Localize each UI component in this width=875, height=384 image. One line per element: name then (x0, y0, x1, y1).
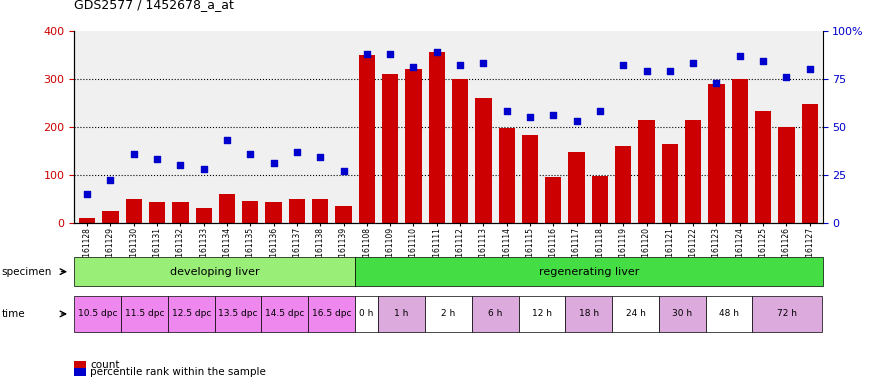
Text: 24 h: 24 h (626, 310, 646, 318)
Text: regenerating liver: regenerating liver (538, 266, 639, 277)
Text: specimen: specimen (2, 266, 52, 277)
Bar (475, 98, 492, 223)
Point (756, 58, 770, 65)
Point (616, 62, 630, 68)
Text: 6 h: 6 h (488, 310, 502, 318)
Bar (382, 74, 398, 223)
Text: 14.5 dpc: 14.5 dpc (265, 310, 304, 318)
Point (430, 49, 444, 55)
Bar (778, 127, 794, 223)
Point (173, 162, 187, 168)
Bar (219, 194, 235, 223)
Text: 2 h: 2 h (441, 310, 456, 318)
Point (313, 154, 327, 161)
Point (80, 191, 94, 197)
Point (360, 51, 374, 57)
Point (383, 51, 397, 57)
Point (127, 151, 141, 157)
Point (243, 151, 257, 157)
Bar (755, 111, 771, 223)
Point (500, 108, 514, 114)
Point (197, 166, 211, 172)
Bar (196, 208, 212, 223)
Point (220, 137, 234, 143)
Bar (685, 119, 701, 223)
Bar (708, 84, 724, 223)
Bar (732, 79, 748, 223)
Text: 12.5 dpc: 12.5 dpc (172, 310, 211, 318)
Bar (405, 69, 422, 223)
Point (780, 74, 794, 80)
Bar (569, 152, 584, 223)
Text: count: count (90, 360, 120, 370)
Bar (615, 146, 632, 223)
Point (337, 168, 351, 174)
Text: 13.5 dpc: 13.5 dpc (218, 310, 258, 318)
Bar (102, 211, 119, 223)
Text: 72 h: 72 h (777, 310, 797, 318)
Point (453, 62, 467, 68)
Point (732, 53, 746, 59)
Bar (802, 104, 818, 223)
Text: 0 h: 0 h (360, 310, 374, 318)
Text: developing liver: developing liver (170, 266, 260, 277)
Text: time: time (2, 309, 25, 319)
Point (407, 64, 421, 70)
Point (267, 160, 281, 166)
Bar (499, 128, 514, 223)
Bar (126, 199, 142, 223)
Bar (172, 202, 189, 223)
Bar (545, 177, 562, 223)
Point (523, 114, 537, 120)
Point (476, 60, 490, 66)
Point (290, 149, 304, 155)
Bar (522, 136, 538, 223)
Bar (429, 52, 445, 223)
Bar (592, 176, 608, 223)
Bar (662, 144, 678, 223)
Text: 16.5 dpc: 16.5 dpc (312, 310, 351, 318)
Bar (289, 199, 305, 223)
Bar (79, 218, 95, 223)
Point (593, 108, 607, 114)
Point (710, 79, 724, 86)
Text: 18 h: 18 h (578, 310, 598, 318)
Text: 12 h: 12 h (532, 310, 552, 318)
Text: 30 h: 30 h (672, 310, 692, 318)
Bar (242, 201, 258, 223)
Bar (359, 55, 375, 223)
Text: 48 h: 48 h (719, 310, 739, 318)
Point (640, 68, 654, 74)
Bar (312, 199, 328, 223)
Text: GDS2577 / 1452678_a_at: GDS2577 / 1452678_a_at (74, 0, 234, 12)
Bar (335, 206, 352, 223)
Point (546, 112, 560, 118)
Point (570, 118, 584, 124)
Text: 11.5 dpc: 11.5 dpc (125, 310, 164, 318)
Point (663, 68, 677, 74)
Bar (149, 202, 165, 223)
Text: 1 h: 1 h (395, 310, 409, 318)
Bar (452, 79, 468, 223)
Point (150, 156, 164, 162)
Bar (639, 121, 654, 223)
Text: percentile rank within the sample: percentile rank within the sample (90, 367, 266, 377)
Point (103, 177, 117, 184)
Bar (265, 202, 282, 223)
Point (686, 60, 700, 66)
Point (802, 66, 816, 72)
Text: 10.5 dpc: 10.5 dpc (78, 310, 117, 318)
